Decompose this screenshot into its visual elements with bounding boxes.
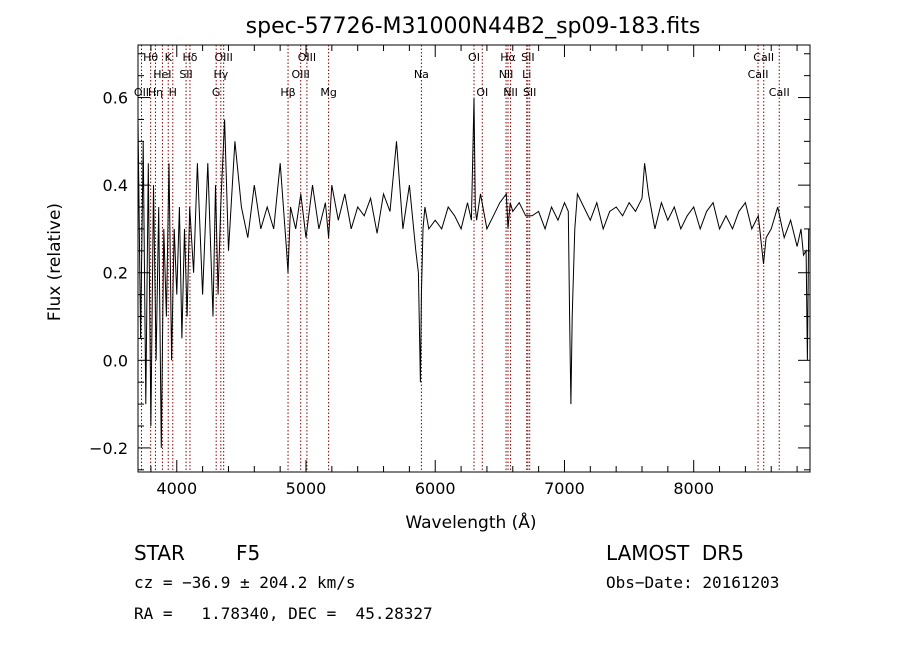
- line-marker-label-3: K: [165, 51, 173, 64]
- line-marker-label-16: OI: [468, 51, 480, 64]
- observation-date: Obs−Date: 20161203: [606, 573, 780, 592]
- y-axis-label: Flux (relative): [45, 203, 65, 321]
- spectral-subclass: F5: [236, 541, 261, 565]
- object-class: STAR: [134, 541, 185, 565]
- line-marker-label-4: HeI: [153, 68, 171, 81]
- line-marker-label-8: OIII: [214, 51, 232, 64]
- line-marker-label-11: Hβ: [280, 86, 295, 99]
- redshift-readout: cz = −36.9 ± 204.2 km/s: [134, 573, 356, 592]
- line-marker-label-0: OII: [134, 86, 149, 99]
- line-marker-label-7: SII: [179, 68, 192, 81]
- line-marker-label-23: SII: [523, 86, 536, 99]
- x-tick-label-2: 6000: [415, 479, 456, 498]
- line-marker-label-12: OIII: [298, 51, 316, 64]
- y-tick-label-4: 0.6: [103, 89, 128, 108]
- line-marker-label-21: SII: [521, 51, 534, 64]
- survey-name: LAMOST DR5: [606, 541, 744, 565]
- spectral-line-markers: OII Hθ Hη K HeI H Hδ SII OIII Hγ G Hβ OIII OIII Mg Na OI…: [134, 45, 790, 472]
- line-marker-label-6: Hδ: [182, 51, 197, 64]
- spectrum-series: [137, 97, 810, 448]
- line-marker-label-22: Li: [522, 68, 531, 81]
- x-tick-label-3: 7000: [544, 479, 585, 498]
- plot-frame: [137, 44, 811, 473]
- y-tick-label-3: 0.4: [103, 176, 128, 195]
- x-tick-label-1: 5000: [286, 479, 327, 498]
- line-marker-label-2: Hη: [148, 86, 163, 99]
- x-axis: 4000 5000 6000 7000 8000: [150, 45, 798, 498]
- chart-title: spec-57726-M31000N44B2_sp09-183.fits: [246, 14, 701, 39]
- y-tick-label-2: 0.2: [103, 264, 128, 283]
- line-marker-label-5: H: [169, 86, 177, 99]
- line-marker-label-13: OIII: [292, 68, 310, 81]
- coordinates-readout: RA = 1.78340, DEC = 45.28327: [134, 604, 433, 623]
- x-tick-label-0: 4000: [156, 479, 197, 498]
- x-tick-label-4: 8000: [673, 479, 714, 498]
- y-tick-label-1: 0.0: [103, 351, 128, 370]
- line-marker-label-19: NII: [499, 68, 514, 81]
- line-marker-label-9: Hγ: [213, 68, 228, 81]
- line-marker-label-20: NII: [503, 86, 518, 99]
- line-marker-label-17: OI: [476, 86, 488, 99]
- line-marker-label-10: G: [212, 86, 221, 99]
- line-marker-label-24: CaII: [753, 51, 774, 64]
- y-axis: −0.2 0.0 0.2 0.4 0.6: [89, 53, 810, 471]
- line-marker-label-14: Mg: [320, 86, 336, 99]
- line-marker-label-1: Hθ: [143, 51, 158, 64]
- line-marker-label-25: CaII: [748, 68, 769, 81]
- line-marker-label-18: Hα: [500, 51, 516, 64]
- line-marker-label-26: CaII: [769, 86, 790, 99]
- spectrum-line-0: [137, 97, 810, 448]
- line-marker-label-15: Na: [414, 68, 429, 81]
- x-axis-label: Wavelength (Å): [405, 511, 536, 533]
- y-tick-label-0: −0.2: [89, 439, 128, 458]
